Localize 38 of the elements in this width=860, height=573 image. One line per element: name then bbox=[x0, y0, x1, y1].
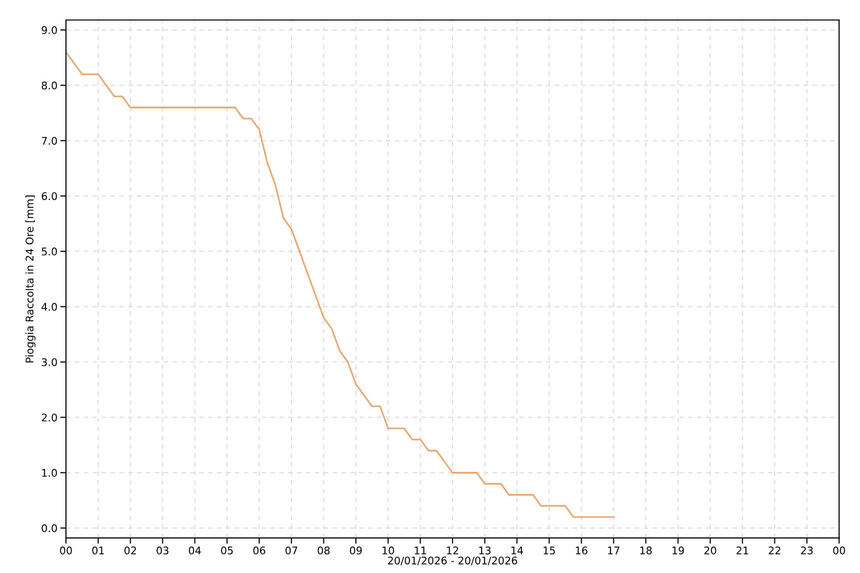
x-tick-label: 14 bbox=[511, 546, 524, 554]
x-tick-label: 08 bbox=[318, 546, 330, 554]
x-tick-label: 05 bbox=[221, 546, 233, 554]
y-tick-label: 2.0 bbox=[42, 414, 57, 422]
y-tick-label: 8.0 bbox=[42, 82, 57, 90]
x-tick-label: 00 bbox=[60, 546, 72, 554]
x-tick-label: 23 bbox=[801, 546, 813, 554]
x-tick-label: 04 bbox=[188, 546, 201, 554]
y-tick-label: 4.0 bbox=[42, 302, 57, 311]
y-tick-label: 5.0 bbox=[42, 248, 57, 256]
x-tick-label: 06 bbox=[253, 546, 266, 554]
line-series bbox=[66, 51, 614, 518]
x-tick-label: 15 bbox=[544, 546, 555, 554]
x-tick-label: 02 bbox=[124, 546, 136, 554]
x-tick-label: 03 bbox=[156, 546, 168, 554]
x-axis-title: 20/01/2026 - 20/01/2026 bbox=[388, 556, 518, 566]
y-tick-label: 7.0 bbox=[42, 136, 57, 145]
x-tick-label: 11 bbox=[414, 546, 426, 554]
y-tick-label: 1.0 bbox=[42, 468, 57, 477]
y-tick-label: 6.0 bbox=[42, 192, 57, 200]
x-tick-label: 09 bbox=[350, 546, 362, 554]
x-tick-label: 20 bbox=[704, 546, 716, 554]
x-tick-label: 10 bbox=[382, 546, 394, 554]
x-tick-label: 12 bbox=[447, 546, 458, 554]
x-tick-label: 19 bbox=[672, 546, 684, 554]
y-tick-label: 0.0 bbox=[42, 524, 57, 532]
y-axis-title: Pioggia Raccolta in 24 Ore [mm] bbox=[25, 196, 36, 362]
x-tick-label: 21 bbox=[736, 546, 748, 554]
y-tick-label: 9.0 bbox=[42, 26, 57, 34]
x-tick-label: 00 bbox=[833, 546, 846, 554]
y-tick-label: 3.0 bbox=[42, 358, 57, 366]
x-tick-label: 22 bbox=[768, 546, 780, 554]
x-tick-label: 16 bbox=[576, 546, 588, 554]
x-tick-label: 01 bbox=[92, 546, 104, 554]
x-tick-label: 17 bbox=[608, 546, 620, 554]
x-tick-label: 13 bbox=[479, 546, 491, 554]
x-tick-label: 18 bbox=[640, 546, 652, 554]
x-tick-label: 07 bbox=[286, 546, 298, 554]
